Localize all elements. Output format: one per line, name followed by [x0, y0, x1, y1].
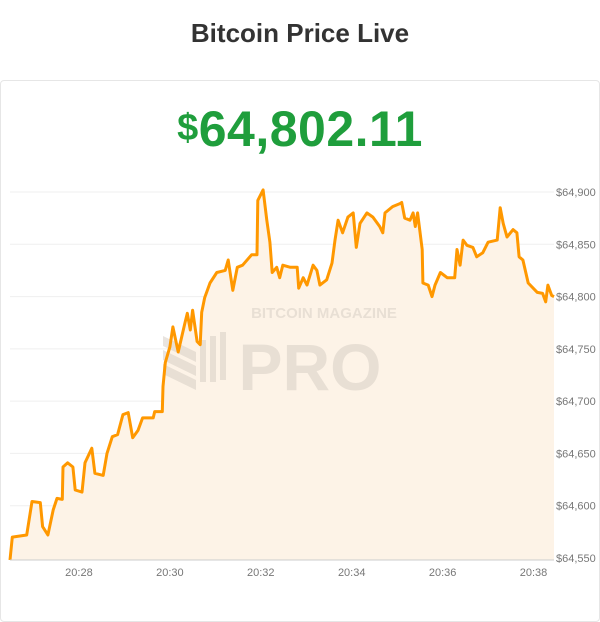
x-tick-label: 20:30	[156, 567, 184, 579]
x-axis-labels: 20:28 20:30 20:32 20:34 20:36 20:38	[65, 567, 547, 579]
y-axis-labels: $64,550 $64,600 $64,650 $64,700 $64,750 $64,8…	[556, 187, 596, 565]
watermark-line1: BITCOIN MAGAZINE	[251, 305, 397, 322]
x-tick-label: 20:36	[429, 567, 457, 579]
watermark-line2: PRO	[238, 330, 381, 404]
watermark-logo: BITCOIN MAGAZINE PRO	[163, 305, 397, 404]
y-tick-label: $64,800	[556, 292, 596, 304]
y-tick-label: $64,650	[556, 448, 596, 460]
y-tick-label: $64,700	[556, 396, 596, 408]
x-tick-label: 20:28	[65, 567, 93, 579]
x-tick-label: 20:34	[338, 567, 366, 579]
currency-symbol: $	[177, 107, 199, 149]
price-chart: BITCOIN MAGAZINE PRO $64,550 $64,600 $64,6…	[8, 187, 596, 579]
y-tick-label: $64,750	[556, 344, 596, 356]
y-tick-label: $64,850	[556, 239, 596, 251]
y-tick-label: $64,600	[556, 501, 596, 513]
price-area-fill	[10, 189, 554, 560]
page-title: Bitcoin Price Live	[190, 18, 410, 48]
y-tick-label: $64,550	[556, 553, 596, 565]
x-tick-label: 20:32	[247, 567, 275, 579]
x-tick-label: 20:38	[520, 567, 548, 579]
price-line	[8, 188, 555, 561]
current-price: $64,802.11	[0, 100, 600, 158]
price-value: 64,802.11	[198, 101, 423, 157]
y-tick-label: $64,900	[556, 187, 596, 199]
